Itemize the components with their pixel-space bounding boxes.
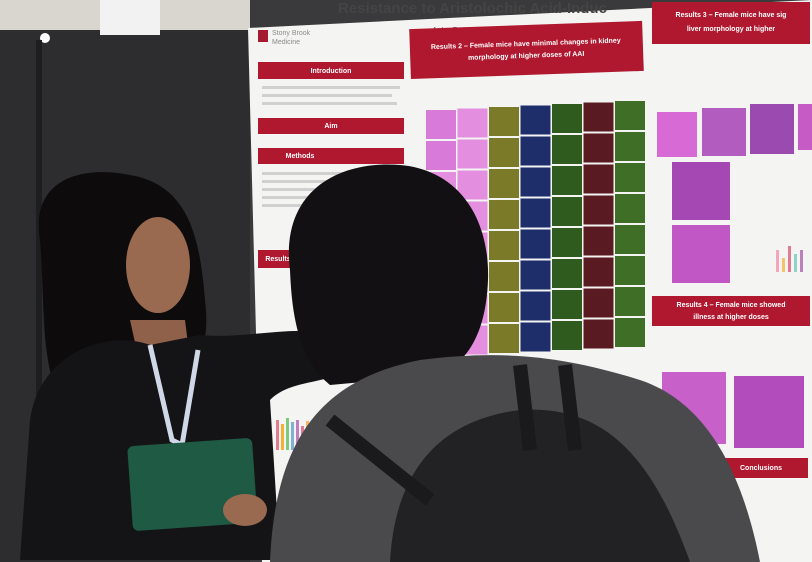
man-hair [288,164,489,385]
micrograph-tile [489,293,519,322]
ceiling-light [40,33,50,43]
section-header [258,62,404,79]
section-title: morphology at higher doses of AAI [468,51,585,62]
backpack [390,409,690,562]
micrograph-tile [552,321,582,350]
micrograph-tile [615,256,645,285]
micrograph-tile [583,102,614,132]
micrograph-tile [520,105,551,135]
sign [100,0,160,35]
pole [36,40,42,510]
micrograph-tile [552,290,582,319]
section-header [652,2,810,44]
micrograph-tile [583,133,614,163]
micrograph-tile [615,287,645,316]
micrograph-tile [552,104,582,133]
section-title: liver morphology at higher [687,26,776,33]
section-header [258,118,404,134]
micrograph-tile [520,136,551,166]
woman-hand [223,494,267,526]
micrograph-tile [615,194,645,223]
section-header [258,250,298,268]
section-header [652,296,810,326]
micrograph-tile [489,107,519,136]
micrograph-tile [489,262,519,291]
micrograph-tile [615,225,645,254]
woman-face [126,217,190,313]
micrograph-tile [583,164,614,194]
micrograph-tile [520,198,551,228]
micrograph-tile [552,166,582,195]
micrograph-tile [520,229,551,259]
micrograph-tile [489,169,519,198]
section-title: Introduction [311,68,352,75]
micrograph-tile [457,170,488,200]
section-title: Aim [324,123,337,130]
micrograph-tile [583,288,614,318]
micrograph-tile [583,226,614,256]
micrograph-tile [583,257,614,287]
micrograph-tile [583,195,614,225]
micrograph-tile [615,318,645,347]
micrograph-tile [489,324,519,353]
micrograph-tile [552,228,582,257]
section-title: Results 3 – Female mice have sig [676,12,787,19]
micrograph-tile [615,163,645,192]
micrograph-tile [489,138,519,167]
micrograph-tile [552,197,582,226]
lanyard [147,344,201,449]
poster-title: Resistance to Aristolochic Acid-Induc [338,0,607,17]
section-header [715,458,808,478]
section-header [258,148,404,164]
section-header [409,20,644,80]
micrograph-tile [457,108,488,138]
micrograph-tile [457,139,488,169]
micrograph-tile [552,135,582,164]
section-title: Conclusions [740,465,782,472]
micrograph-tile [520,260,551,290]
logo-mark [258,30,268,42]
logo-text: Stony Brook [272,30,311,37]
micrograph-tile [426,141,456,170]
micrograph-tile [520,322,551,352]
section-title: Results 4 – Female mice showed [677,302,786,309]
micrograph-tile [489,231,519,260]
micrograph-tile [552,259,582,288]
micrograph-tile [426,110,456,139]
backpack-straps [325,364,582,506]
micrograph-tile [615,132,645,161]
logo-text: Medicine [272,39,300,46]
section-title: illness at higher doses [693,314,769,321]
micrograph-tile [489,200,519,229]
micrograph-tile [520,291,551,321]
section-title: Methods [286,153,315,160]
micrograph-tile [520,167,551,197]
micrograph-tile [615,101,645,130]
section-title: Results [265,256,290,263]
micrograph-tile [583,319,614,349]
